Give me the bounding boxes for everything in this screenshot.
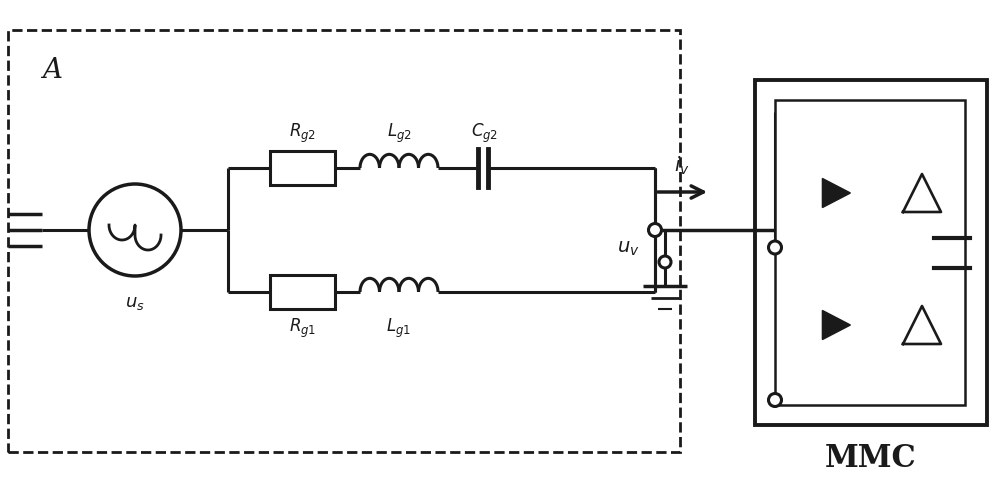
Text: $L_{g1}$: $L_{g1}$ bbox=[386, 316, 412, 339]
Text: $C_{g2}$: $C_{g2}$ bbox=[471, 121, 499, 144]
Polygon shape bbox=[903, 175, 941, 213]
Bar bbox=[270, 276, 335, 309]
Text: $L_{g2}$: $L_{g2}$ bbox=[387, 121, 411, 144]
Circle shape bbox=[659, 256, 671, 268]
Bar bbox=[755, 81, 987, 425]
Bar bbox=[270, 152, 335, 186]
Bar bbox=[8, 31, 680, 452]
Bar bbox=[775, 101, 965, 405]
Circle shape bbox=[768, 394, 782, 407]
Circle shape bbox=[768, 241, 782, 254]
Circle shape bbox=[648, 224, 662, 237]
Polygon shape bbox=[822, 311, 850, 340]
Polygon shape bbox=[822, 179, 850, 208]
Text: $R_{g2}$: $R_{g2}$ bbox=[289, 121, 316, 144]
Text: $u_s$: $u_s$ bbox=[125, 293, 145, 312]
Text: MMC: MMC bbox=[825, 443, 917, 473]
Text: A: A bbox=[42, 58, 62, 84]
Text: $i_v$: $i_v$ bbox=[674, 155, 690, 177]
Text: $u_v$: $u_v$ bbox=[617, 240, 640, 258]
Text: $R_{g1}$: $R_{g1}$ bbox=[289, 316, 316, 339]
Polygon shape bbox=[903, 306, 941, 344]
